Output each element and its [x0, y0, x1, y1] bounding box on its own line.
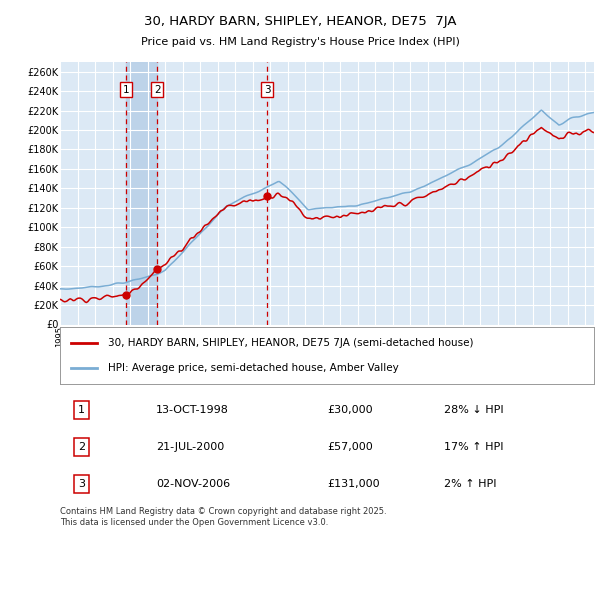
- Text: 1: 1: [78, 405, 85, 415]
- Text: 2% ↑ HPI: 2% ↑ HPI: [445, 478, 497, 489]
- Text: 1: 1: [123, 84, 130, 94]
- Text: 21-JUL-2000: 21-JUL-2000: [156, 442, 224, 452]
- Text: £30,000: £30,000: [327, 405, 373, 415]
- Text: 30, HARDY BARN, SHIPLEY, HEANOR, DE75 7JA (semi-detached house): 30, HARDY BARN, SHIPLEY, HEANOR, DE75 7J…: [108, 338, 473, 348]
- Bar: [126, 62, 157, 324]
- Text: 28% ↓ HPI: 28% ↓ HPI: [445, 405, 504, 415]
- Text: 2: 2: [78, 442, 85, 452]
- Text: 02-NOV-2006: 02-NOV-2006: [156, 478, 230, 489]
- Text: 17% ↑ HPI: 17% ↑ HPI: [445, 442, 504, 452]
- Text: £131,000: £131,000: [327, 478, 380, 489]
- Text: 3: 3: [264, 84, 271, 94]
- Text: 2: 2: [154, 84, 161, 94]
- Text: 30, HARDY BARN, SHIPLEY, HEANOR, DE75  7JA: 30, HARDY BARN, SHIPLEY, HEANOR, DE75 7J…: [144, 15, 456, 28]
- Text: £57,000: £57,000: [327, 442, 373, 452]
- Text: Contains HM Land Registry data © Crown copyright and database right 2025.
This d: Contains HM Land Registry data © Crown c…: [60, 507, 386, 527]
- Text: 3: 3: [78, 478, 85, 489]
- Text: HPI: Average price, semi-detached house, Amber Valley: HPI: Average price, semi-detached house,…: [108, 363, 399, 373]
- Text: Price paid vs. HM Land Registry's House Price Index (HPI): Price paid vs. HM Land Registry's House …: [140, 37, 460, 47]
- Text: 13-OCT-1998: 13-OCT-1998: [156, 405, 229, 415]
